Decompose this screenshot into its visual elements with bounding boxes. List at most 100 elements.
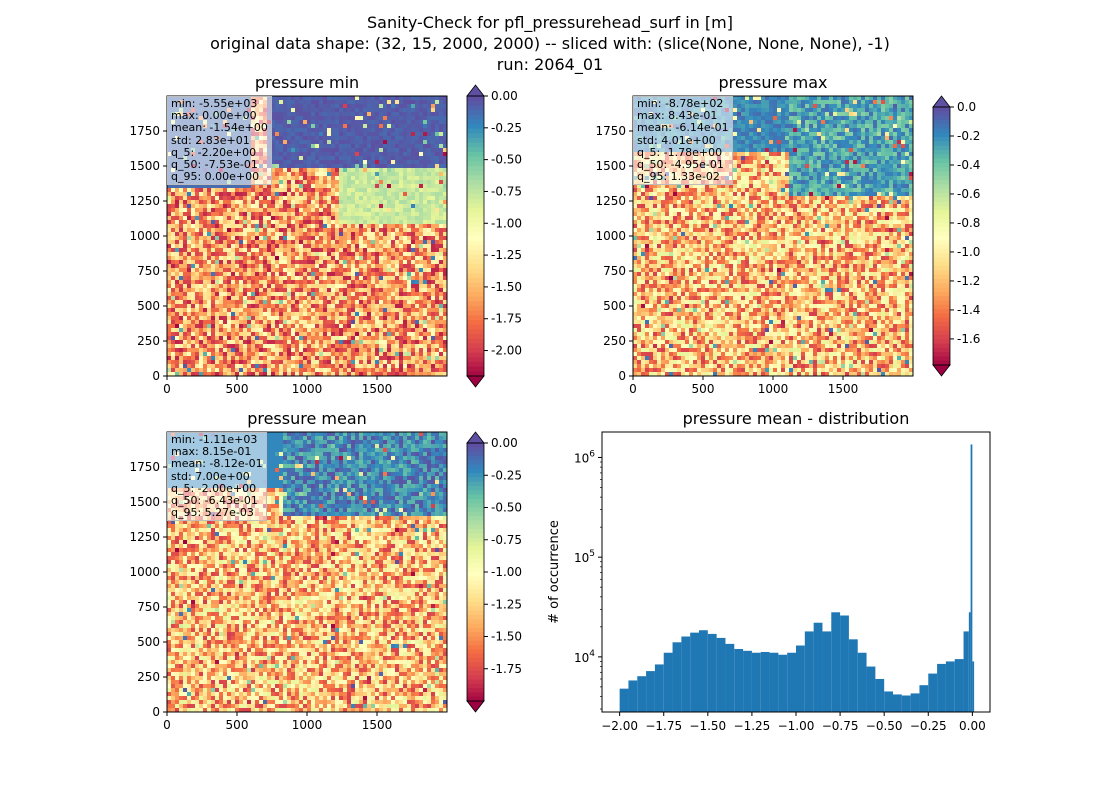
stats-box: min: -5.55e+03 max: 0.00e+00 mean: -1.54e+… xyxy=(167,96,272,186)
x-tick-label: 1500 xyxy=(828,382,859,396)
stats-line: q_50: -4.95e-01 xyxy=(637,158,724,172)
hist-x-tick-label: −1.50 xyxy=(689,719,726,733)
colorbar-tick-label: -0.2 xyxy=(957,129,980,143)
x-tick-label: 500 xyxy=(692,382,715,396)
histogram-bar xyxy=(707,633,717,712)
colorbar-tick-label: 0.00 xyxy=(491,436,518,450)
stats-line: mean: -6.14e-01 xyxy=(637,121,729,135)
stats-line: q_5: -2.20e+00 xyxy=(171,145,257,159)
stats-box: min: -8.78e+02 max: 8.43e-01 mean: -6.14e-… xyxy=(633,96,733,186)
hist-y-tick-label: 105 xyxy=(574,549,595,565)
histogram-bar xyxy=(804,631,814,712)
histogram-bar xyxy=(716,637,726,712)
y-tick-label: 1500 xyxy=(129,495,160,509)
histogram-bar xyxy=(769,652,779,712)
colorbar-tick-label: -0.50 xyxy=(491,153,522,167)
histogram-bar xyxy=(840,615,849,712)
histogram-bar xyxy=(663,652,673,712)
histogram-bar xyxy=(910,693,920,712)
stats-line: max: 8.15e-01 xyxy=(171,445,252,459)
y-tick-label: 1250 xyxy=(595,194,626,208)
histogram-bar xyxy=(699,630,708,712)
y-tick-label: 0 xyxy=(152,369,160,383)
stats-line: q_95: 1.33e-02 xyxy=(637,170,720,184)
stats-line: std: 4.01e+00 xyxy=(637,133,716,147)
colorbar-tick-label: -1.00 xyxy=(491,565,522,579)
y-tick-label: 1000 xyxy=(129,565,160,579)
y-tick-label: 500 xyxy=(137,299,160,313)
histogram-bar xyxy=(646,671,655,712)
histogram-bar xyxy=(954,659,964,712)
x-tick-label: 1500 xyxy=(362,718,393,732)
panel-title: pressure max xyxy=(718,73,827,92)
x-tick-label: 0 xyxy=(163,382,171,396)
histogram-bars xyxy=(619,444,975,712)
y-tick-label: 1500 xyxy=(595,159,626,173)
x-tick-label: 500 xyxy=(226,718,249,732)
histogram-bar xyxy=(937,663,946,712)
y-tick-label: 0 xyxy=(618,369,626,383)
colorbar-tick-label: -0.50 xyxy=(491,501,522,515)
histogram-bar xyxy=(968,612,971,712)
histogram-bar xyxy=(893,694,902,712)
hist-x-tick-label: −0.75 xyxy=(822,719,859,733)
histogram-bar xyxy=(822,631,832,712)
colorbar-tick-label: -1.2 xyxy=(957,274,980,288)
panel-title: pressure mean xyxy=(247,409,367,428)
colorbar-tick-label: 0.00 xyxy=(491,89,518,103)
y-tick-label: 750 xyxy=(137,600,160,614)
histogram-bar xyxy=(848,639,858,712)
histogram-bar xyxy=(619,688,629,712)
y-tick-label: 750 xyxy=(603,264,626,278)
x-tick-label: 500 xyxy=(226,382,249,396)
histogram-bar xyxy=(928,673,938,712)
heatmap-image xyxy=(633,96,913,376)
colorbar-tick-label: -1.75 xyxy=(491,662,522,676)
histogram-bar xyxy=(831,612,841,712)
stats-line: std: 7.00e+00 xyxy=(171,469,250,483)
colorbar-tick-label: 0.0 xyxy=(957,100,976,114)
figure-title-line: run: 2064_01 xyxy=(496,55,604,74)
hist-y-tick-label: 104 xyxy=(574,649,595,665)
x-tick-label: 0 xyxy=(163,718,171,732)
y-tick-label: 1000 xyxy=(129,229,160,243)
colorbar-extend-max xyxy=(932,95,951,108)
x-tick-label: 1000 xyxy=(292,382,323,396)
y-tick-label: 1000 xyxy=(595,229,626,243)
stats-line: min: -8.78e+02 xyxy=(637,97,724,110)
histogram-bar xyxy=(963,631,969,712)
histogram-title: pressure mean - distribution xyxy=(683,409,910,428)
colorbar xyxy=(467,443,484,702)
hist-x-tick-label: −1.25 xyxy=(734,719,771,733)
y-tick-label: 250 xyxy=(137,670,160,684)
colorbar-tick-label: -1.75 xyxy=(491,312,522,326)
figure-title-line: Sanity-Check for pfl_pressurehead_surf i… xyxy=(367,13,733,32)
stats-line: std: 2.83e+01 xyxy=(171,133,250,147)
colorbar-tick-label: -0.25 xyxy=(491,468,522,482)
histogram-bar xyxy=(778,654,788,712)
stats-line: mean: -8.12e-01 xyxy=(171,457,263,471)
x-tick-label: 1000 xyxy=(292,718,323,732)
figure-title-line: original data shape: (32, 15, 2000, 2000… xyxy=(210,34,890,53)
histogram-bar xyxy=(866,666,876,712)
colorbar-tick-label: -1.50 xyxy=(491,630,522,644)
y-tick-label: 500 xyxy=(603,299,626,313)
colorbar-tick-label: -1.25 xyxy=(491,248,522,262)
stats-line: q_5: -2.00e+00 xyxy=(171,481,257,495)
histogram-bar xyxy=(970,444,973,712)
stats-line: max: 0.00e+00 xyxy=(171,109,257,123)
colorbar-tick-label: -1.6 xyxy=(957,332,980,346)
colorbar-tick-label: -0.25 xyxy=(491,121,522,135)
hist-x-tick-label: −1.00 xyxy=(778,719,815,733)
colorbar-tick-label: -0.75 xyxy=(491,533,522,547)
colorbar-extend-max xyxy=(466,431,485,444)
colorbar-extend-min xyxy=(932,364,951,377)
y-tick-label: 500 xyxy=(137,635,160,649)
colorbar-tick-label: -0.75 xyxy=(491,184,522,198)
stats-line: max: 8.43e-01 xyxy=(637,109,718,123)
stats-line: q_50: -6.43e-01 xyxy=(171,494,258,508)
hist-x-tick-label: −0.50 xyxy=(866,719,903,733)
y-tick-label: 1250 xyxy=(129,530,160,544)
histogram-bar xyxy=(743,650,752,712)
